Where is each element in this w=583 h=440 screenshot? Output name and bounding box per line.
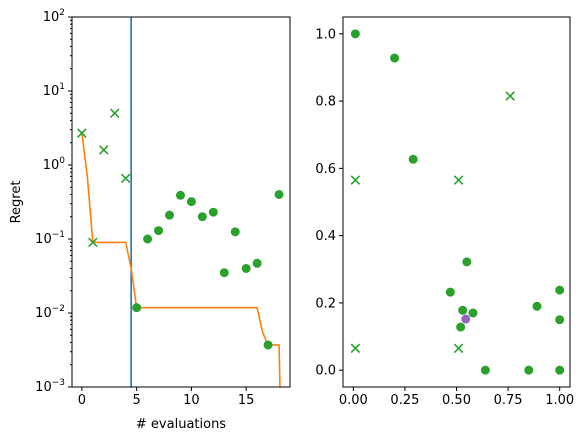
circle-marker-5 bbox=[186, 197, 196, 207]
left-regret-plot: 0 5 10 15 10−3 10−2 10−1 100 101 102 # evaluations… bbox=[9, 8, 291, 432]
x-marker-0-stroke-b bbox=[350, 175, 361, 185]
circle-marker-8 bbox=[219, 268, 229, 278]
x-marker-0 bbox=[77, 128, 87, 138]
x-marker-4 bbox=[120, 173, 131, 184]
circle-marker-2 bbox=[408, 154, 418, 164]
circle-marker-7 bbox=[208, 207, 218, 217]
circle-marker-4 bbox=[456, 322, 466, 332]
y-tick-label-1: 10−2 bbox=[35, 304, 65, 321]
circle-marker-0 bbox=[350, 29, 360, 39]
y-axis-label: Regret bbox=[9, 181, 24, 224]
x-marker-1 bbox=[350, 343, 361, 354]
x-marker-0-stroke-b bbox=[77, 128, 87, 138]
circle-marker-10 bbox=[241, 263, 251, 273]
x-marker-3-stroke-b bbox=[109, 108, 120, 119]
circle-marker-12 bbox=[555, 315, 565, 325]
x-marker-1-stroke-b bbox=[88, 237, 98, 248]
x-marker-3 bbox=[109, 108, 120, 119]
left-plot-area bbox=[77, 17, 284, 387]
y-tick-label-2: 0.4 bbox=[315, 229, 336, 244]
x-tick-label-0: 0.00 bbox=[339, 393, 368, 408]
circle-marker-5 bbox=[458, 305, 468, 315]
x-marker-3-stroke-b bbox=[453, 343, 464, 354]
x-tick-label-3: 0.75 bbox=[494, 393, 523, 408]
right-scatter-plot: 0.00 0.25 0.50 0.75 1.00 0.0 0.2 0.4 0.6 0.8 1.0 bbox=[315, 16, 574, 408]
circle-marker-9 bbox=[524, 365, 534, 375]
x-tick-label-1: 0.25 bbox=[390, 393, 419, 408]
y-tick-label-1: 0.2 bbox=[315, 296, 336, 311]
left-plot-frame bbox=[71, 16, 291, 388]
circle-marker-2 bbox=[154, 226, 164, 236]
x-marker-1 bbox=[88, 237, 98, 248]
x-marker-0 bbox=[350, 175, 361, 185]
x-marker-2 bbox=[99, 145, 109, 155]
x-marker-2-stroke-b bbox=[453, 175, 464, 185]
x-marker-1-stroke-b bbox=[350, 343, 361, 354]
y-tick-label-0: 0.0 bbox=[315, 364, 336, 379]
circle-marker-7 bbox=[468, 308, 478, 318]
x-marker-3 bbox=[453, 343, 464, 354]
y-tick-label-5: 1.0 bbox=[315, 27, 336, 42]
x-marker-2 bbox=[453, 175, 464, 185]
x-axis-label: # evaluations bbox=[136, 417, 226, 432]
x-marker-4-stroke-b bbox=[505, 91, 515, 101]
x-marker-4 bbox=[505, 91, 515, 101]
circle-marker-1 bbox=[143, 234, 153, 244]
circle-marker-0 bbox=[132, 303, 142, 313]
circle-marker-6 bbox=[197, 212, 207, 222]
x-tick-label-1: 5 bbox=[132, 393, 140, 408]
circle-marker-8 bbox=[480, 365, 490, 375]
x-tick-label-2: 10 bbox=[183, 393, 200, 408]
y-tick-label-3: 100 bbox=[43, 156, 66, 173]
best-so-far-line bbox=[81, 132, 281, 387]
x-marker-4-stroke-b bbox=[120, 173, 131, 184]
x-tick-label-0: 0 bbox=[78, 393, 86, 408]
x-tick-label-4: 1.00 bbox=[545, 393, 574, 408]
y-tick-label-0: 10−3 bbox=[35, 378, 65, 395]
circle-marker-13 bbox=[555, 365, 565, 375]
circle-marker-10 bbox=[532, 301, 542, 311]
circle-marker-12 bbox=[263, 340, 273, 350]
x-marker-2-stroke-b bbox=[99, 145, 109, 155]
circle-marker-3 bbox=[164, 210, 174, 220]
y-tick-label-3: 0.6 bbox=[315, 162, 336, 177]
y-tick-label-5: 102 bbox=[43, 8, 65, 25]
y-tick-label-2: 10−1 bbox=[35, 230, 65, 247]
x-tick-label-2: 0.50 bbox=[442, 393, 471, 408]
circle-marker-11 bbox=[252, 258, 262, 268]
circle-marker-3 bbox=[445, 287, 455, 297]
circle-marker-6 bbox=[462, 257, 472, 267]
y-tick-label-4: 0.8 bbox=[315, 95, 336, 110]
circle-marker-13 bbox=[274, 189, 284, 199]
circle-marker-4 bbox=[175, 190, 185, 200]
circle-marker-11 bbox=[555, 285, 565, 295]
circle-marker-9 bbox=[230, 227, 240, 237]
circle-marker-1 bbox=[390, 53, 400, 63]
x-tick-label-3: 15 bbox=[238, 393, 255, 408]
y-tick-label-4: 101 bbox=[43, 82, 65, 99]
highlight-marker-0 bbox=[461, 314, 471, 324]
